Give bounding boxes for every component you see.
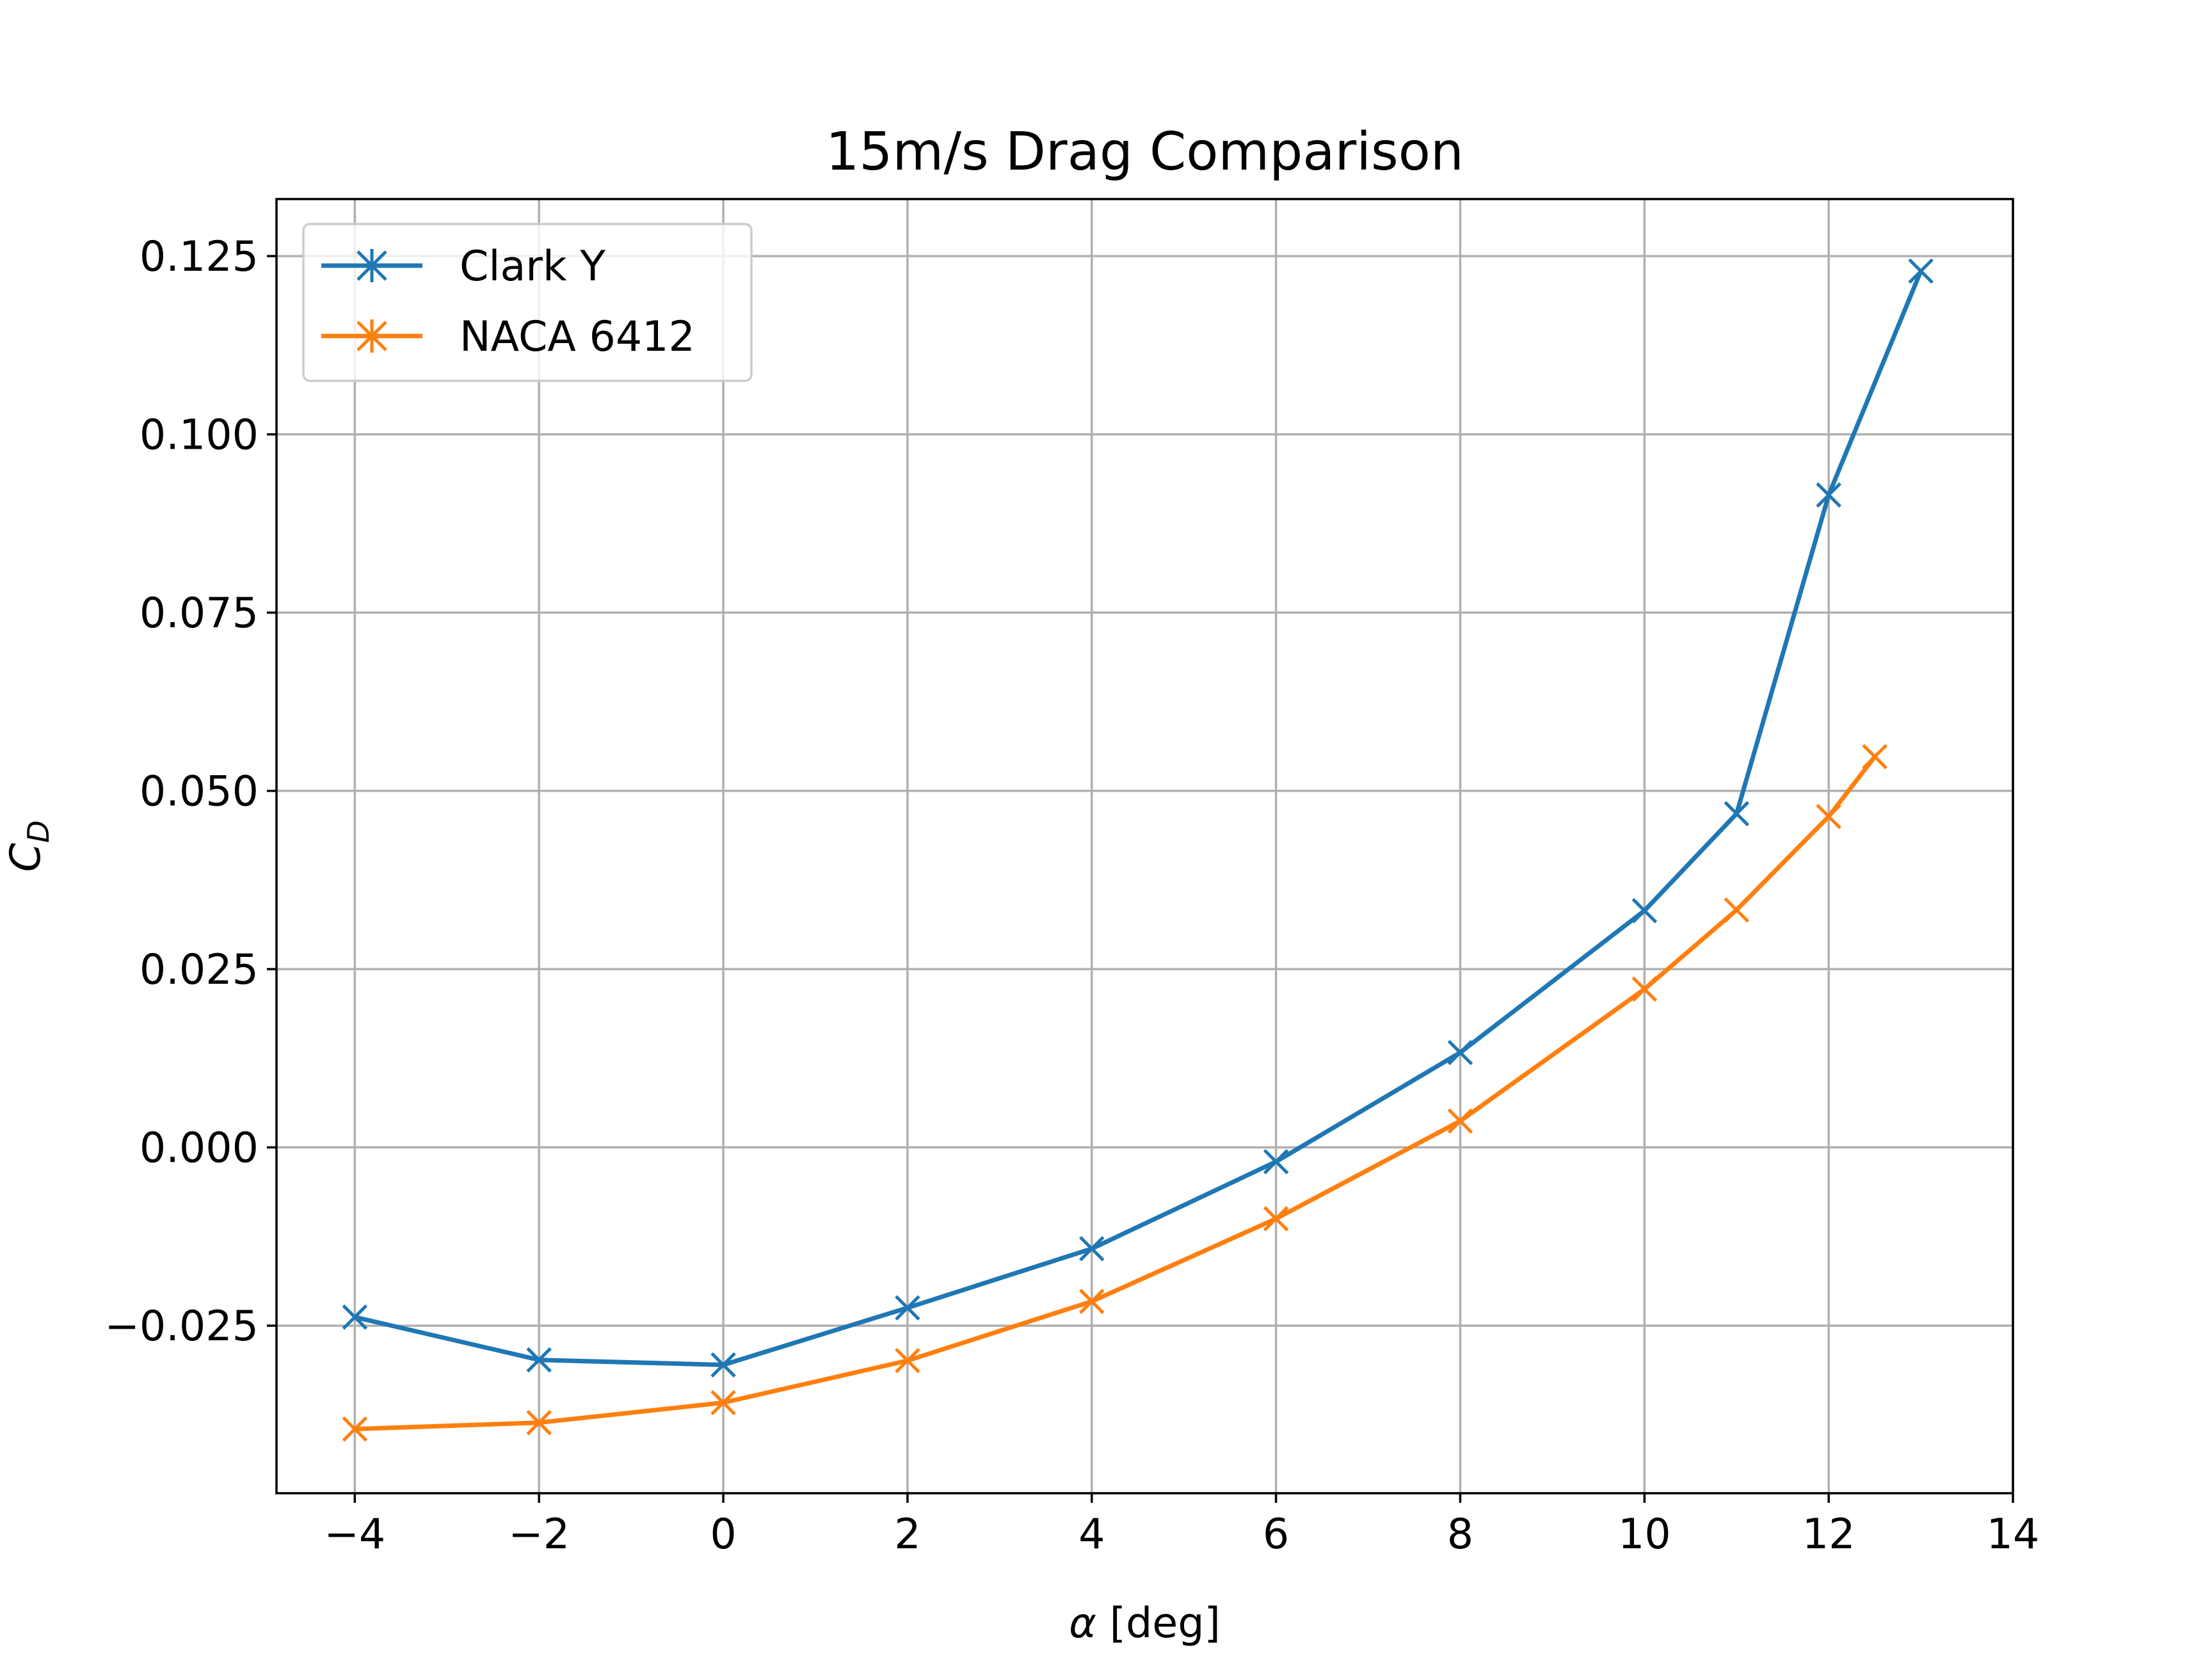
series-1 bbox=[342, 258, 1934, 1378]
series-2 bbox=[342, 744, 1887, 1442]
x-tick-label: 8 bbox=[1447, 1511, 1473, 1559]
x-tick-label: 2 bbox=[894, 1511, 920, 1559]
data-point-marker bbox=[1862, 744, 1887, 769]
x-axis-label: α [deg] bbox=[1069, 1599, 1221, 1647]
plot-frame bbox=[275, 198, 2014, 1495]
data-point-marker bbox=[895, 1295, 920, 1321]
legend-entries: Clark Y NACA 6412 bbox=[321, 243, 695, 361]
data-point-marker bbox=[1816, 804, 1841, 830]
legend: Clark Y NACA 6412 bbox=[302, 223, 753, 382]
data-point-marker bbox=[1263, 1206, 1289, 1231]
data-point-marker bbox=[1631, 898, 1658, 924]
axis-ticks: −4 −2 0 2 4 6 8 10 12 14 −0.025 0.000 0.025 0.050 0.07… bbox=[104, 233, 2039, 1559]
data-point-marker bbox=[1447, 1039, 1473, 1066]
data-point-marker bbox=[1263, 1149, 1289, 1174]
legend-box bbox=[302, 223, 753, 382]
legend-marker bbox=[357, 319, 387, 353]
data-point-marker bbox=[895, 1348, 920, 1374]
x-tick-label: 14 bbox=[1987, 1511, 2040, 1559]
x-axis-symbol: α bbox=[1069, 1599, 1096, 1647]
x-tick-label: 6 bbox=[1263, 1511, 1289, 1559]
data-point-marker bbox=[1631, 976, 1658, 1002]
data-point-marker bbox=[710, 1352, 736, 1378]
data-point-marker bbox=[342, 1416, 368, 1442]
legend-entry-1: Clark Y bbox=[321, 243, 605, 291]
y-tick-label: 0.100 bbox=[140, 412, 259, 460]
series-layer bbox=[342, 258, 1934, 1442]
x-axis-unit: [deg] bbox=[1096, 1599, 1221, 1647]
x-tick-label: −2 bbox=[508, 1511, 570, 1559]
plot-area bbox=[276, 199, 2013, 1493]
x-tick-label: −4 bbox=[324, 1511, 385, 1559]
data-point-marker bbox=[342, 1304, 368, 1330]
y-tick-label: 0.050 bbox=[140, 768, 259, 816]
y-tick-label: 0.125 bbox=[140, 233, 259, 281]
y-axis-main: C bbox=[2, 842, 50, 872]
data-point-marker bbox=[1724, 801, 1749, 827]
data-point-marker bbox=[1816, 482, 1841, 508]
data-point-marker bbox=[1724, 897, 1749, 923]
data-point-marker bbox=[526, 1409, 552, 1436]
y-axis-subscript: D bbox=[21, 821, 56, 843]
y-tick-label: 0.075 bbox=[140, 589, 259, 637]
data-point-marker bbox=[1447, 1108, 1473, 1134]
data-point-marker bbox=[1908, 258, 1934, 284]
data-point-marker bbox=[526, 1347, 552, 1373]
data-point-marker bbox=[710, 1390, 736, 1416]
y-tick-label: 0.000 bbox=[140, 1125, 259, 1173]
data-point-marker bbox=[1078, 1288, 1105, 1315]
x-tick-label: 0 bbox=[710, 1511, 736, 1559]
y-axis-label: CD bbox=[2, 821, 56, 872]
legend-label: Clark Y bbox=[460, 243, 605, 291]
x-tick-label: 12 bbox=[1802, 1511, 1855, 1559]
y-tick-label: 0.025 bbox=[140, 946, 259, 994]
x-tick-label: 10 bbox=[1618, 1511, 1671, 1559]
legend-marker bbox=[357, 249, 387, 282]
chart-title: 15m/s Drag Comparison bbox=[826, 122, 1464, 182]
data-point-marker bbox=[1078, 1236, 1105, 1262]
x-tick-label: 4 bbox=[1078, 1511, 1105, 1559]
legend-entry-2: NACA 6412 bbox=[321, 313, 695, 361]
y-tick-label: −0.025 bbox=[104, 1302, 259, 1350]
legend-label: NACA 6412 bbox=[460, 313, 695, 361]
